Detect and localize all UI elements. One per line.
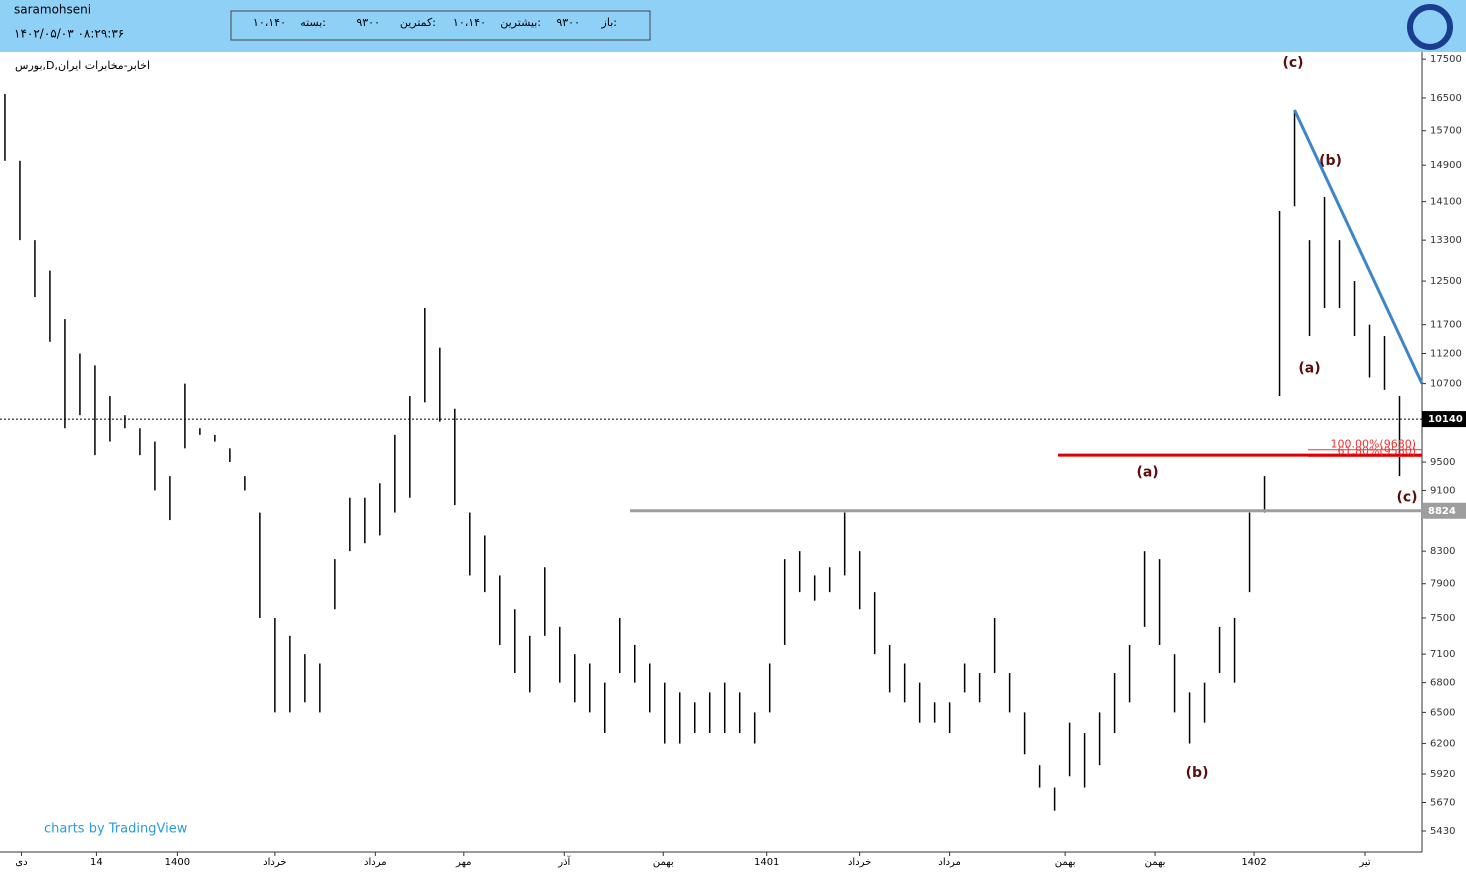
y-tick-label: 7900 xyxy=(1430,579,1455,590)
x-tick-label: مرداد xyxy=(938,857,961,868)
y-tick-label: 14900 xyxy=(1430,160,1462,171)
low-label: کمترین: xyxy=(400,16,436,29)
last-price-label: 10140 xyxy=(1428,414,1463,425)
fib-label: 100.00%(9680) xyxy=(1330,438,1416,451)
wave-label: (a) xyxy=(1298,360,1320,376)
level-label: 8824 xyxy=(1428,506,1456,517)
x-tick-label: آذر xyxy=(557,855,571,868)
y-tick-label: 7500 xyxy=(1430,613,1455,624)
watermark: charts by TradingView xyxy=(44,822,188,837)
close-label: بسته: xyxy=(300,16,326,29)
y-tick-label: 5430 xyxy=(1430,826,1455,837)
x-tick-label: مرداد xyxy=(364,857,387,868)
y-tick-label: 9100 xyxy=(1430,485,1455,496)
ohlc-box xyxy=(230,10,651,41)
wave-label: (c) xyxy=(1282,55,1303,71)
low-value: ۱۰،۱۴۰ xyxy=(453,16,486,29)
x-tick-label: 1400 xyxy=(165,857,190,868)
y-tick-label: 16500 xyxy=(1430,93,1462,104)
header-bar xyxy=(0,0,1466,52)
y-tick-label: 7100 xyxy=(1430,649,1455,660)
x-tick-label: 1402 xyxy=(1241,857,1266,868)
wave-label: (c) xyxy=(1396,490,1417,506)
close-value: ۱۰،۱۴۰ xyxy=(253,16,286,29)
open-label: باز: xyxy=(601,16,617,29)
y-tick-label: 6800 xyxy=(1430,678,1455,689)
user: saramohseni xyxy=(14,3,91,17)
x-tick-label: بهمن xyxy=(653,857,674,868)
y-tick-label: 5920 xyxy=(1430,769,1455,780)
y-tick-label: 10700 xyxy=(1430,379,1462,390)
y-tick-label: 17500 xyxy=(1430,54,1462,65)
y-tick-label: 13300 xyxy=(1430,235,1462,246)
y-tick-label: 15700 xyxy=(1430,126,1462,137)
datetime: ۱۴۰۲/۰۵/۰۳ ۰۸:۲۹:۳۶ xyxy=(14,27,124,41)
y-tick-label: 11700 xyxy=(1430,320,1462,331)
x-tick-label: خرداد xyxy=(263,857,286,868)
y-tick-label: 5670 xyxy=(1430,797,1455,808)
trendline xyxy=(1293,109,1424,385)
x-tick-label: بهمن xyxy=(1145,857,1166,868)
wave-label: (b) xyxy=(1319,153,1342,169)
wave-label: (a) xyxy=(1136,465,1158,481)
x-tick-label: بهمن xyxy=(1055,857,1076,868)
level-tag xyxy=(1422,502,1466,519)
x-tick-label: تیر xyxy=(1358,857,1371,868)
y-tick-label: 11200 xyxy=(1430,348,1462,359)
x-tick-label: مهر xyxy=(455,857,471,868)
high-label: بیشترین: xyxy=(500,16,541,29)
y-tick-label: 9500 xyxy=(1430,457,1455,468)
y-tick-label: 6500 xyxy=(1430,707,1455,718)
logo xyxy=(1407,4,1453,50)
x-tick-label: دی xyxy=(15,857,27,868)
wave-label: (b) xyxy=(1186,765,1209,781)
fib-label: 61.80%(9580) xyxy=(1337,445,1416,458)
y-tick-label: 14100 xyxy=(1430,197,1462,208)
x-tick-label: 14 xyxy=(90,857,103,868)
x-tick-label: 1401 xyxy=(754,857,779,868)
y-tick-label: 12500 xyxy=(1430,276,1462,287)
high-value: ۹۳۰۰ xyxy=(556,16,580,29)
y-tick-label: 6200 xyxy=(1430,739,1455,750)
last-price-tag xyxy=(1422,411,1466,428)
x-tick-label: خرداد xyxy=(848,857,871,868)
y-tick-label: 8300 xyxy=(1430,546,1455,557)
symbol: بورس,D,اخابر-مخابرات ایران xyxy=(15,59,150,72)
close-value-a: ۹۳۰۰ xyxy=(356,16,380,29)
